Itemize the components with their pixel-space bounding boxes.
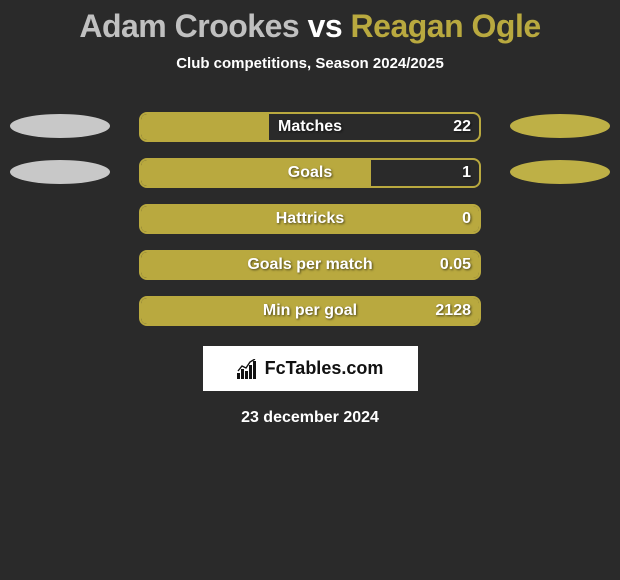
title-vs: vs	[308, 8, 343, 44]
logo-text: FcTables.com	[265, 358, 384, 379]
bar-fill	[141, 206, 479, 232]
stat-row-mpg: Min per goal 2128	[0, 286, 620, 332]
bar-track	[139, 204, 481, 234]
player1-oval-bottom	[10, 160, 110, 184]
bar-track	[139, 250, 481, 280]
stat-row-hattricks: Hattricks 0	[0, 194, 620, 240]
bar-track	[139, 158, 481, 188]
date-text: 23 december 2024	[0, 409, 620, 427]
player2-oval-top	[510, 114, 610, 138]
bar-chart-icon	[237, 359, 259, 379]
bar-fill	[141, 252, 479, 278]
bar-track	[139, 296, 481, 326]
bar-fill	[141, 160, 371, 186]
page-title: Adam Crookes vs Reagan Ogle	[0, 8, 620, 45]
infographic-root: Adam Crookes vs Reagan Ogle Club competi…	[0, 0, 620, 427]
title-player1: Adam Crookes	[79, 8, 299, 44]
bar-fill	[141, 298, 479, 324]
logo-box: FcTables.com	[203, 346, 418, 391]
stat-row-gpm: Goals per match 0.05	[0, 240, 620, 286]
player1-oval-top	[10, 114, 110, 138]
title-player2: Reagan Ogle	[351, 8, 541, 44]
bar-track	[139, 112, 481, 142]
subtitle: Club competitions, Season 2024/2025	[0, 55, 620, 72]
stat-row-goals: Goals 1	[0, 148, 620, 194]
bar-fill	[141, 114, 269, 140]
player2-oval-bottom	[510, 160, 610, 184]
stat-row-matches: Matches 22	[0, 102, 620, 148]
